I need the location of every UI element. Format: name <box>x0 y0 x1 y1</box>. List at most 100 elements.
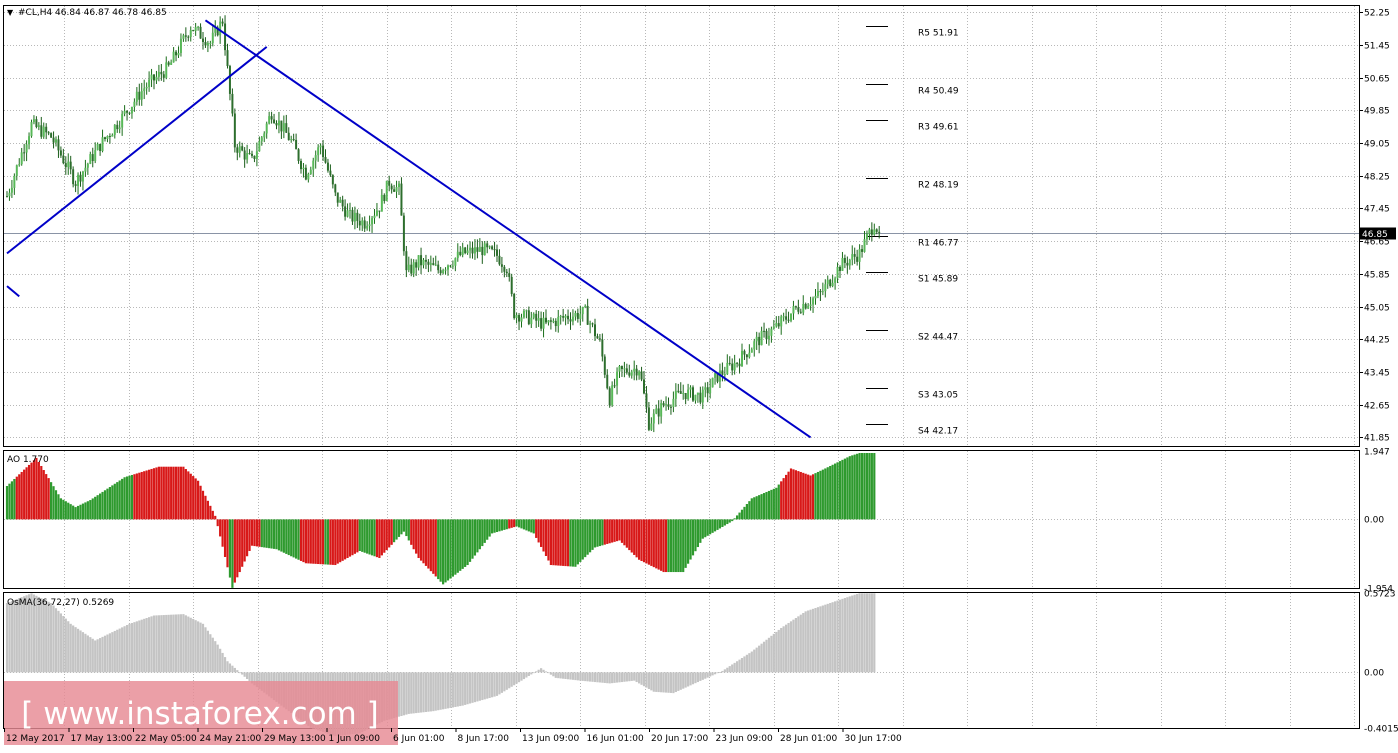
price-tick-label: 42.65 <box>1364 402 1390 412</box>
osma-bar <box>623 672 626 682</box>
ao-bar <box>684 519 687 568</box>
candle-body <box>395 187 398 192</box>
osma-bar <box>804 611 807 673</box>
osma-bar <box>248 672 251 682</box>
osma-bar <box>189 617 192 673</box>
osma-bar <box>807 610 810 673</box>
candle-body <box>816 291 819 296</box>
ao-bar <box>740 509 744 520</box>
candle-body <box>160 71 163 75</box>
time-tick-label: 12 May 2017 <box>6 734 65 744</box>
osma-bar <box>464 672 467 705</box>
candle-body <box>606 374 609 389</box>
ao-bar <box>662 519 665 573</box>
osma-bar <box>37 596 40 673</box>
osma-bar <box>476 672 479 702</box>
osma-bar <box>192 618 195 673</box>
candle-body <box>733 362 736 371</box>
osma-bar <box>581 672 584 681</box>
osma-bar <box>400 672 403 717</box>
ao-bar <box>755 496 758 520</box>
ao-bar <box>287 519 290 556</box>
osma-bar <box>838 599 842 673</box>
candle-body <box>165 62 168 78</box>
osma-bar <box>856 594 859 673</box>
ao-bar <box>586 519 589 555</box>
candle-body <box>138 91 141 100</box>
ao-bar <box>172 466 175 520</box>
candle-body <box>253 155 256 159</box>
osma-bar <box>246 672 249 679</box>
ao-bar <box>562 519 565 566</box>
osma-bar <box>500 672 503 693</box>
candle-body <box>699 392 702 403</box>
ao-bar <box>192 476 195 520</box>
candle-body <box>500 264 503 267</box>
ao-bar <box>503 519 506 530</box>
candle-body <box>241 146 244 151</box>
ao-bar <box>775 487 778 520</box>
ao-bar <box>79 504 82 520</box>
candle-body <box>393 189 396 192</box>
candle-body <box>469 247 472 251</box>
ao-bar <box>57 494 60 520</box>
ao-bar <box>615 519 619 542</box>
osma-bar <box>750 651 753 673</box>
ao-bar <box>789 468 793 520</box>
ao-bar <box>689 519 692 560</box>
osma-bar <box>540 668 543 673</box>
candle-body <box>662 403 665 406</box>
ao-bar <box>422 519 425 564</box>
osma-bar <box>713 672 717 675</box>
osma-bar <box>419 672 423 713</box>
osma-panel-frame <box>3 592 1360 729</box>
ao-bar <box>777 484 780 520</box>
candle-body <box>37 125 40 127</box>
ao-bar <box>18 474 21 520</box>
candle-body <box>870 229 873 235</box>
osma-bar <box>667 672 670 693</box>
time-tick-label: 24 May 21:00 <box>200 734 262 744</box>
ao-bar <box>491 519 494 534</box>
candle-body <box>204 42 207 46</box>
candle-body <box>444 269 447 271</box>
candle-body <box>694 394 697 401</box>
candle-body <box>226 50 229 67</box>
candle-body <box>483 243 486 256</box>
osma-bar <box>684 672 687 688</box>
candle-body <box>865 233 868 240</box>
ao-bar <box>468 519 472 562</box>
candle-body <box>559 316 562 318</box>
ao-bar <box>390 519 393 545</box>
time-tick-label: 17 May 13:00 <box>71 734 133 744</box>
osma-bar <box>172 614 175 673</box>
ao-bar <box>787 471 790 520</box>
candle-body <box>785 316 788 320</box>
osma-bar <box>199 622 202 673</box>
price-tick-label: 49.05 <box>1364 140 1390 150</box>
candle-body <box>645 393 648 408</box>
candle-body <box>273 119 276 124</box>
osma-bar <box>89 637 92 673</box>
osma-bar <box>669 672 673 693</box>
candle-body <box>336 192 339 203</box>
osma-bar <box>753 649 756 673</box>
ao-bar <box>297 519 300 560</box>
osma-bar <box>603 672 606 683</box>
ao-bar <box>400 519 403 535</box>
osma-bar <box>677 672 680 691</box>
candle-body <box>760 330 763 346</box>
ao-bar <box>388 519 391 548</box>
osma-bar <box>486 672 489 699</box>
candle-body <box>422 259 425 266</box>
ao-bar <box>522 519 526 530</box>
price-tick-label: 51.45 <box>1364 42 1390 52</box>
osma-bar <box>449 672 452 708</box>
osma-bar <box>650 672 653 691</box>
chart-menu-icon[interactable]: ▼ <box>7 8 14 17</box>
osma-bar <box>412 672 415 714</box>
ao-bar <box>713 519 717 532</box>
candle-body <box>108 135 111 137</box>
candle-body <box>714 373 717 378</box>
